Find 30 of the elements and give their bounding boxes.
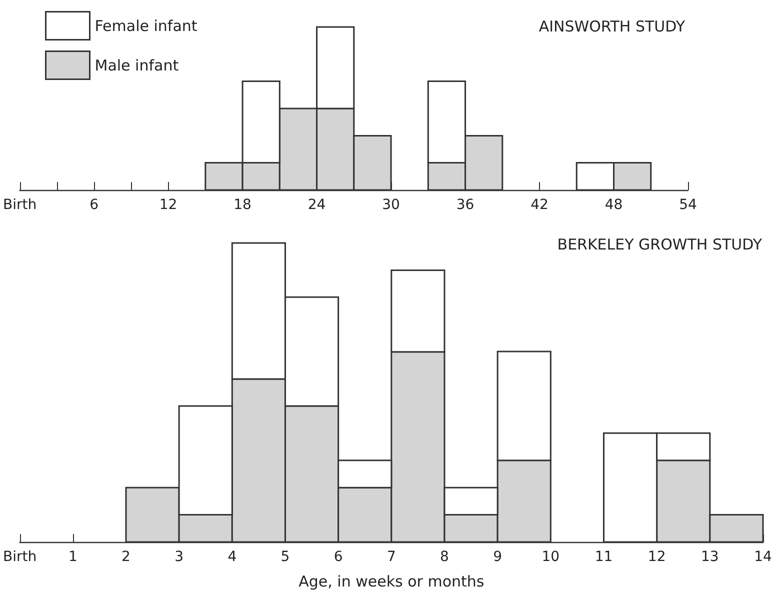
x-tick-label: 8 — [440, 549, 449, 565]
x-axis-title: Age, in weeks or months — [298, 572, 484, 590]
x-tick-label: 13 — [701, 549, 719, 565]
x-tick-label: 36 — [456, 197, 474, 213]
x-tick-label: 12 — [648, 549, 666, 565]
x-tick-label: 1 — [68, 549, 78, 565]
x-tick-label: 6 — [334, 549, 343, 565]
x-tick-label: 14 — [754, 549, 772, 565]
chart-title: AINSWORTH STUDY — [538, 18, 686, 36]
x-tick-label: Birth — [2, 549, 37, 565]
x-tick-label: 30 — [382, 197, 400, 213]
x-tick-label: 6 — [90, 197, 99, 213]
x-tick-label: 2 — [122, 549, 130, 565]
x-tick-label: 48 — [604, 197, 623, 213]
x-tick-label: 18 — [234, 197, 252, 213]
x-tick-label: 5 — [280, 549, 290, 565]
x-tick-label: 24 — [308, 197, 326, 213]
x-tick-label: 4 — [228, 549, 237, 565]
x-tick-label: 3 — [174, 549, 184, 565]
legend-label: Female infant — [94, 16, 198, 35]
x-tick-label: 7 — [386, 549, 396, 565]
legend-label: Male infant — [94, 56, 179, 74]
x-tick-label: 42 — [530, 197, 548, 213]
chart-title: BERKELEY GROWTH STUDY — [557, 236, 763, 254]
x-tick-label: 11 — [594, 549, 613, 565]
x-tick-label: 10 — [542, 549, 560, 565]
x-tick-label: 12 — [159, 197, 178, 213]
x-tick-label: Birth — [2, 197, 37, 213]
x-tick-label: 9 — [493, 549, 502, 565]
x-tick-label: 54 — [679, 197, 697, 213]
